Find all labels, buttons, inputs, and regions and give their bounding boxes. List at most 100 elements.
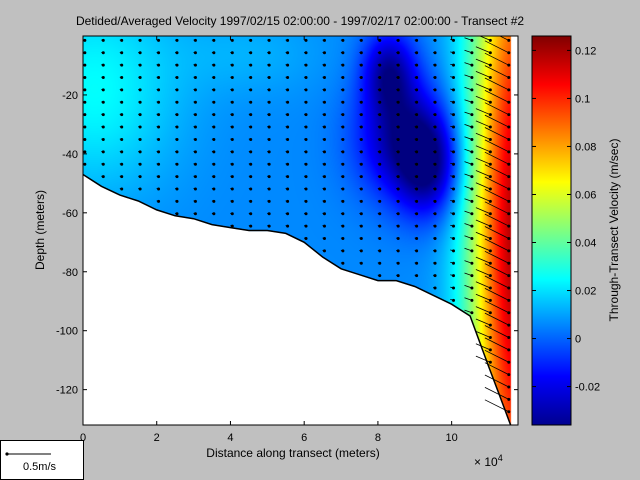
arrow-dot [101, 100, 105, 104]
arrow-dot [507, 298, 511, 302]
arrow-dot [470, 100, 474, 104]
arrow-dot [470, 298, 474, 302]
arrow-dot [451, 88, 455, 92]
arrow-dot [488, 199, 492, 203]
arrow-dot [507, 63, 511, 67]
arrow-dot [157, 137, 161, 141]
arrow-dot [470, 261, 474, 265]
velocity-arrow [475, 281, 491, 289]
velocity-arrow [484, 52, 509, 66]
colorbar-tick-label: 0.08 [575, 141, 596, 153]
arrow-dot [212, 88, 216, 92]
velocity-arrow [475, 132, 491, 140]
arrow-dot [267, 199, 271, 203]
arrow-dot [451, 76, 455, 80]
velocity-arrow [484, 275, 509, 289]
velocity-arrow [475, 355, 491, 363]
arrow-dot [507, 373, 511, 377]
arrow-dot [433, 38, 437, 42]
arrow-dot [341, 236, 345, 240]
arrow-dot [507, 311, 511, 315]
arrow-dot [341, 51, 345, 55]
arrow-dot [396, 137, 400, 141]
velocity-arrow [484, 139, 509, 153]
arrow-dot [212, 125, 216, 129]
arrow-dot [341, 88, 345, 92]
arrow-dot [415, 274, 419, 278]
arrow-dot [138, 76, 142, 80]
velocity-arrow [475, 95, 491, 103]
velocity-arrow [484, 40, 509, 54]
arrow-dot [359, 51, 363, 55]
arrow-dot [230, 100, 234, 104]
velocity-arrow [484, 226, 509, 239]
arrow-dot [286, 100, 290, 104]
velocity-arrow [484, 250, 509, 264]
arrow-dot [470, 137, 474, 141]
velocity-arrow [475, 293, 491, 301]
arrow-dot [396, 51, 400, 55]
arrow-dot [322, 125, 326, 129]
arrow-dot [507, 397, 511, 401]
arrow-dot [249, 199, 253, 203]
arrow-dot [507, 224, 511, 228]
arrow-dot [433, 88, 437, 92]
arrow-dot [157, 162, 161, 166]
arrow-dot [415, 236, 419, 240]
arrow-dot [507, 348, 511, 352]
arrow-dot [175, 88, 179, 92]
arrow-dot [267, 76, 271, 80]
arrow-dot [433, 199, 437, 203]
arrow-dot [286, 150, 290, 154]
x-tick-label: 0 [80, 432, 86, 444]
arrow-dot [507, 249, 511, 253]
arrow-dot [341, 212, 345, 216]
arrow-dot [157, 38, 161, 42]
colorbar [531, 35, 572, 426]
arrow-dot [175, 137, 179, 141]
arrow-dot [304, 199, 308, 203]
arrow-dot [359, 113, 363, 117]
velocity-arrow [475, 256, 491, 264]
arrow-dot [488, 38, 492, 42]
arrow-dot [451, 224, 455, 228]
velocity-arrow [484, 374, 509, 388]
arrow-dot [193, 88, 197, 92]
arrow-dot [341, 113, 345, 117]
arrow-dot [157, 125, 161, 129]
arrow-dot [488, 113, 492, 117]
arrow-dot [396, 100, 400, 104]
arrow-dot [175, 100, 179, 104]
arrow-dot [249, 187, 253, 191]
arrow-dot [212, 212, 216, 216]
arrow-dot [101, 162, 105, 166]
arrow-dot [212, 175, 216, 179]
arrow-dot [451, 249, 455, 253]
arrow-dot [304, 212, 308, 216]
arrow-dot [193, 212, 197, 216]
arrow-dot [359, 38, 363, 42]
arrow-dot [378, 63, 382, 67]
arrow-dot [488, 212, 492, 216]
arrow-dot [415, 162, 419, 166]
arrow-dot [230, 113, 234, 117]
arrow-dot [101, 137, 105, 141]
bottom-line [82, 173, 512, 426]
arrow-dot [488, 125, 492, 129]
arrow-dot [488, 187, 492, 191]
arrow-dot [175, 113, 179, 117]
arrow-dot [359, 212, 363, 216]
arrow-dot [415, 125, 419, 129]
arrow-dot [470, 224, 474, 228]
arrow-dot [451, 175, 455, 179]
arrow-dot [304, 76, 308, 80]
arrow-dot [322, 88, 326, 92]
arrow-dot [396, 274, 400, 278]
arrow-dot [378, 224, 382, 228]
arrow-dot [230, 187, 234, 191]
arrow-dot [433, 137, 437, 141]
arrow-dot [175, 51, 179, 55]
arrow-dot [138, 125, 142, 129]
velocity-arrow [484, 114, 509, 128]
